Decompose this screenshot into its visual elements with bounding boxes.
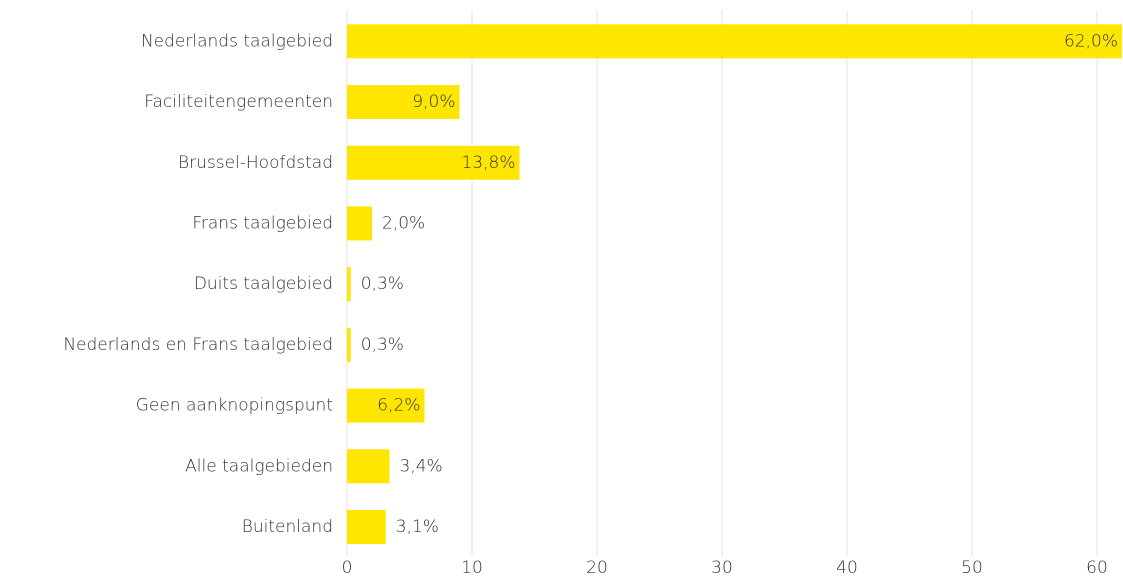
bar bbox=[347, 509, 386, 544]
x-tick-label: 0 bbox=[342, 558, 353, 578]
y-tick-label: Brussel-Hoofdstad bbox=[178, 153, 333, 173]
value-label: 13,8% bbox=[461, 153, 515, 173]
y-tick-label: Frans taalgebied bbox=[192, 213, 333, 233]
bar bbox=[347, 449, 390, 484]
bar bbox=[347, 206, 372, 241]
y-tick-label: Faciliteitengemeenten bbox=[144, 92, 333, 112]
y-tick-label: Duits taalgebied bbox=[194, 274, 333, 294]
value-label: 2,0% bbox=[382, 213, 425, 233]
value-label: 6,2% bbox=[377, 396, 420, 416]
y-tick-label: Nederlands en Frans taalgebied bbox=[63, 335, 333, 355]
value-label: 3,1% bbox=[396, 517, 439, 537]
x-tick-label: 50 bbox=[961, 558, 983, 578]
y-tick-label: Geen aanknopingspunt bbox=[136, 396, 333, 416]
bar bbox=[347, 145, 520, 180]
bar bbox=[347, 85, 460, 120]
x-tick-label: 40 bbox=[836, 558, 858, 578]
y-tick-label: Alle taalgebieden bbox=[185, 456, 333, 476]
y-tick-label: Nederlands taalgebied bbox=[141, 31, 333, 51]
y-tick-label: Buitenland bbox=[242, 517, 333, 537]
value-label: 0,3% bbox=[361, 274, 404, 294]
bar bbox=[347, 327, 351, 362]
bar bbox=[347, 24, 1122, 59]
x-tick-label: 30 bbox=[711, 558, 733, 578]
value-label: 62,0% bbox=[1064, 31, 1118, 51]
bar bbox=[347, 267, 351, 302]
value-label: 3,4% bbox=[400, 456, 443, 476]
bar bbox=[347, 388, 425, 423]
value-label: 9,0% bbox=[412, 92, 455, 112]
value-label: 0,3% bbox=[361, 335, 404, 355]
x-tick-label: 10 bbox=[461, 558, 483, 578]
x-tick-label: 60 bbox=[1086, 558, 1108, 578]
x-tick-label: 20 bbox=[586, 558, 608, 578]
